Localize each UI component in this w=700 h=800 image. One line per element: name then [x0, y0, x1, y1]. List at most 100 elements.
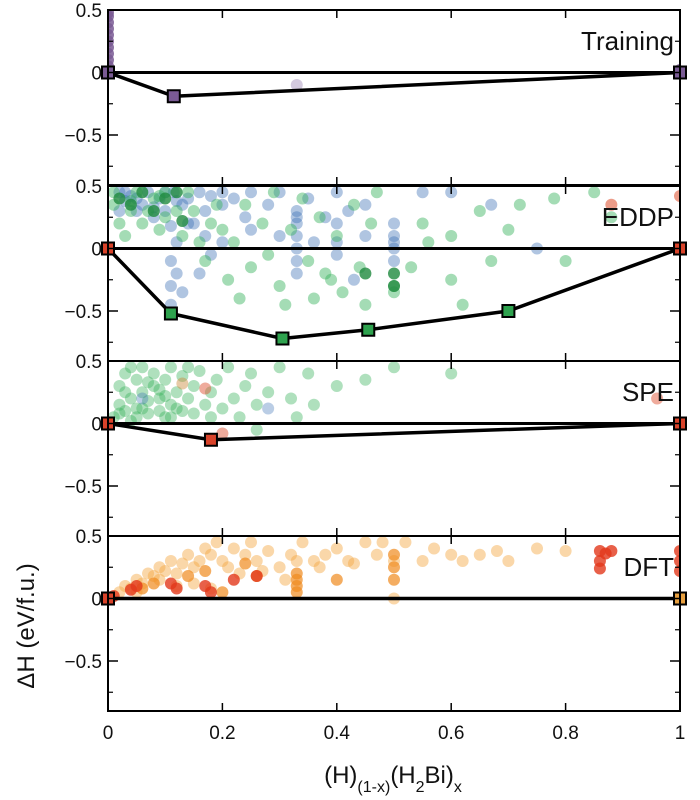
data-point [136, 402, 149, 415]
panel-label-eddp: EDDP [602, 202, 674, 232]
data-point [239, 211, 252, 224]
data-point [262, 248, 275, 261]
data-point [176, 370, 189, 382]
data-point [267, 186, 280, 199]
x-tick-label: 0.2 [209, 723, 235, 744]
data-point [176, 557, 189, 570]
hull-line [106, 246, 681, 341]
data-point [307, 292, 320, 305]
data-point [273, 280, 286, 292]
panel-spe: 0.5 0 −0.5 SPE [64, 352, 687, 537]
data-point [187, 205, 200, 217]
y-axis-title: ΔH (eV/f.u.) [13, 563, 40, 688]
data-point [130, 373, 143, 386]
data-point [233, 411, 246, 424]
data-point [245, 186, 257, 199]
data-point [330, 217, 343, 230]
data-point [279, 573, 292, 586]
data-point [456, 555, 469, 567]
data-point [199, 565, 212, 577]
data-point [273, 561, 286, 574]
x-tick-label: 1 [675, 723, 686, 744]
data-point [548, 192, 561, 205]
data-point [153, 561, 166, 574]
panel-training: 0.5 0 −0.5 Training [64, 1, 687, 186]
data-point [187, 217, 200, 230]
data-point [330, 573, 343, 586]
data-point [416, 186, 429, 199]
data-point [388, 255, 400, 267]
data-point [531, 542, 543, 555]
panel-label-dft: DFT [623, 552, 674, 582]
data-point [302, 367, 315, 380]
panel-label-training: Training [581, 26, 674, 56]
hull-line [107, 421, 681, 442]
data-point [347, 557, 360, 570]
data-point [193, 236, 206, 249]
panel-label-spe: SPE [622, 377, 674, 407]
hull-marker [203, 432, 218, 447]
data-point [319, 267, 332, 280]
data-point [513, 198, 526, 211]
data-point [245, 367, 257, 380]
data-point [210, 373, 223, 386]
data-point [124, 190, 137, 202]
data-point [142, 395, 155, 407]
data-point [330, 230, 343, 242]
data-point [170, 582, 183, 595]
data-point [674, 190, 680, 202]
data-point [490, 545, 503, 557]
data-point [370, 548, 383, 561]
data-point [227, 392, 240, 405]
data-point [674, 565, 680, 577]
data-point [313, 561, 326, 574]
data-point [593, 562, 606, 575]
data-point [182, 392, 195, 405]
data-point [250, 555, 263, 567]
data-point [170, 267, 183, 280]
data-point [605, 211, 618, 224]
data-point [296, 536, 309, 549]
y-tick-label: −0.5 [64, 652, 102, 673]
data-point [342, 555, 355, 567]
x-tick-label: 0.6 [438, 723, 464, 744]
data-point [239, 198, 252, 211]
data-point [113, 380, 126, 392]
data-point [182, 570, 195, 582]
data-point [216, 402, 229, 415]
scatter-dft [108, 536, 680, 605]
data-point [370, 186, 383, 199]
data-point [307, 398, 320, 411]
x-axis-title: (H)(1-x)(H2Bi)x [324, 762, 462, 796]
data-point [147, 577, 160, 590]
scatter-spe [108, 361, 664, 440]
data-point [113, 205, 126, 217]
data-point [388, 573, 400, 586]
panel-dft: 0.5 0 −0.5 DFT [64, 527, 687, 712]
x-tick-label: 0 [103, 723, 114, 744]
x-axis: 0 0.2 0.4 0.6 0.8 1 [103, 723, 686, 744]
panel-eddp: 0.5 0 −0.5 EDDP [64, 177, 687, 362]
data-point [119, 386, 132, 399]
data-point [136, 392, 149, 405]
data-point [445, 273, 458, 286]
hull-line [107, 70, 681, 98]
data-point [216, 427, 229, 440]
data-point [170, 567, 183, 580]
data-point [347, 273, 360, 286]
data-point [182, 548, 195, 561]
hull-marker [163, 306, 178, 321]
data-point [210, 198, 223, 211]
data-point [130, 411, 143, 424]
y-tick-label: 0.5 [76, 352, 102, 373]
data-point [279, 298, 292, 311]
data-point [485, 198, 498, 211]
data-point [204, 548, 217, 561]
data-point [164, 555, 177, 567]
data-point [290, 586, 303, 599]
data-point [445, 548, 458, 561]
data-point [222, 361, 235, 374]
data-point [399, 536, 412, 549]
data-point [176, 215, 189, 227]
data-point [170, 195, 183, 207]
